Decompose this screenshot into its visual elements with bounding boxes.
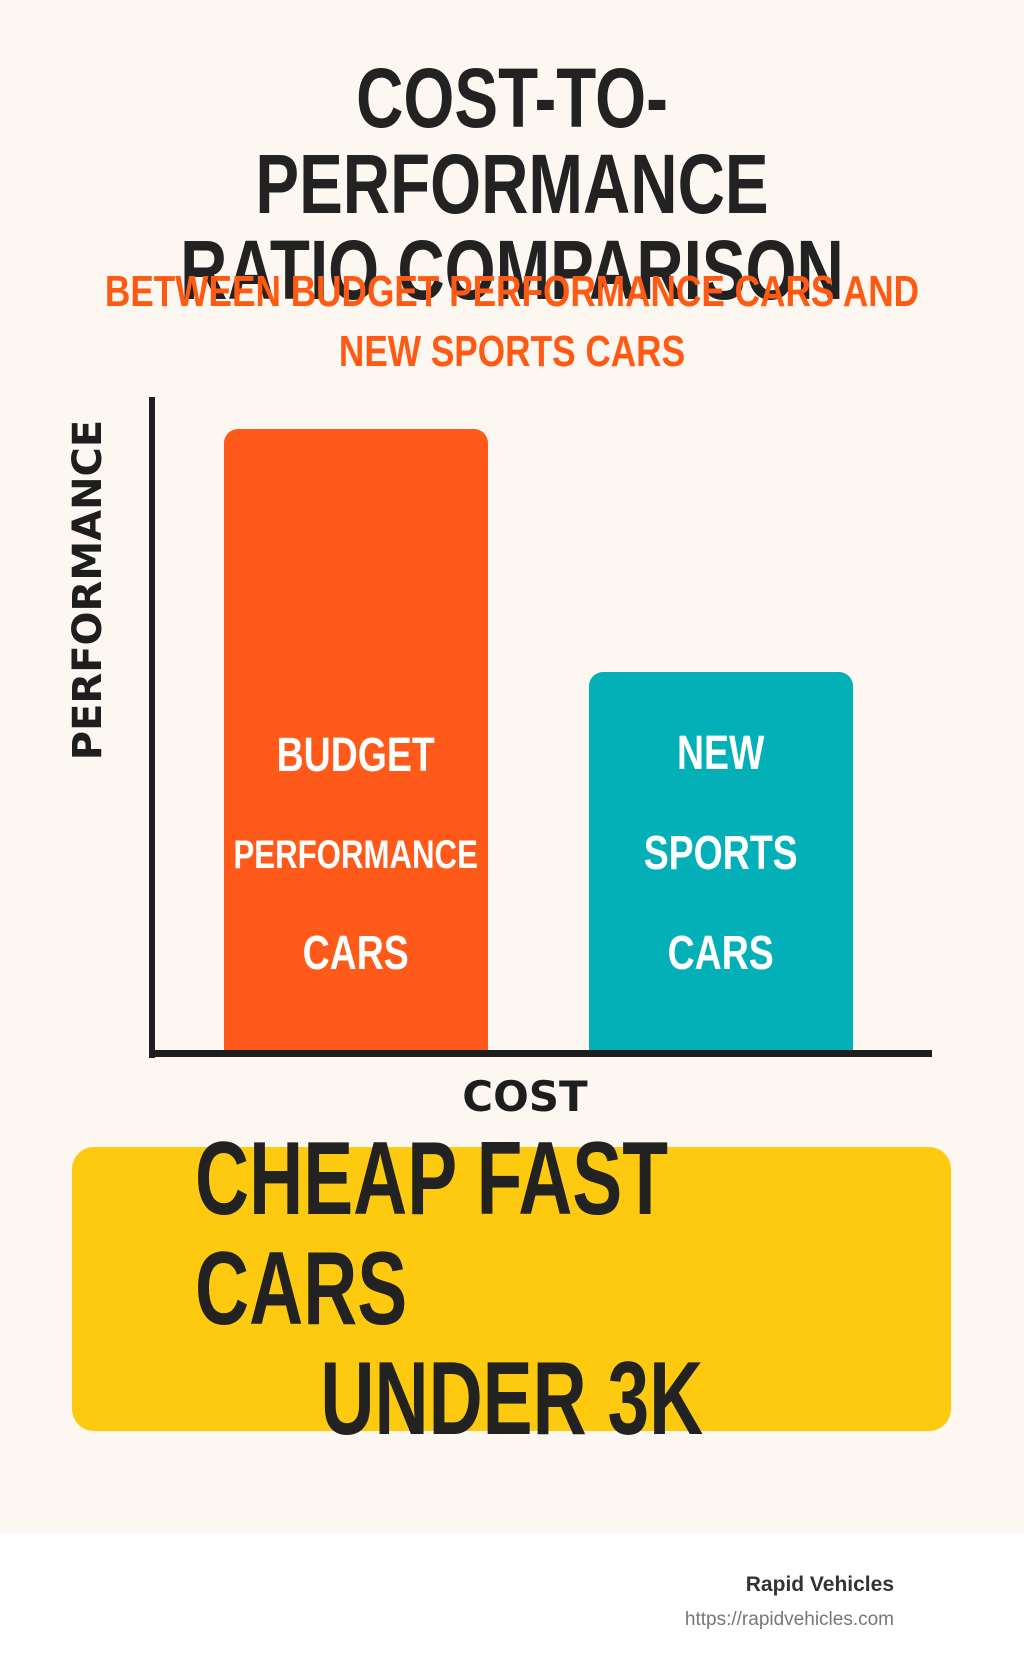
bar-label-line: CARS: [302, 927, 410, 980]
footer: Rapid Vehicles https://rapidvehicles.com: [0, 1533, 1024, 1666]
subtitle-line-2: NEW SPORTS CARS: [338, 327, 686, 376]
x-axis-label: COST: [462, 1072, 588, 1121]
brand-name: Rapid Vehicles: [745, 1573, 894, 1596]
banner-line-1: CHEAP FAST CARS: [195, 1121, 668, 1347]
title-line-2: RATIO COMPARISON: [180, 223, 844, 317]
bar-budget-performance-cars: BUDGET PERFORMANCE CARS: [224, 429, 488, 1051]
chart-subtitle: BETWEEN BUDGET PERFORMANCE CARS AND NEW …: [0, 262, 1024, 382]
y-axis-label: PERFORMANCE: [65, 419, 111, 761]
bar-label-line: CARS: [667, 927, 775, 980]
bar-label: NEW SPORTS CARS: [622, 679, 819, 1029]
bar-label-line: SPORTS: [644, 827, 798, 880]
bar-label-line: NEW: [677, 727, 765, 780]
title-line-1: COST-TO-PERFORMANCE: [255, 51, 769, 231]
bar-label-line: PERFORMANCE: [233, 833, 479, 877]
promo-banner: CHEAP FAST CARS UNDER 3K: [72, 1124, 951, 1454]
banner-line-2: UNDER 3K: [320, 1341, 703, 1457]
bar-new-sports-cars: NEW SPORTS CARS: [589, 672, 853, 1051]
bar-label-line: BUDGET: [276, 729, 436, 782]
y-axis-line: [149, 397, 155, 1058]
bar-label: BUDGET PERFORMANCE CARS: [199, 681, 512, 1029]
x-axis-line: [149, 1050, 932, 1057]
chart-title: COST-TO-PERFORMANCE RATIO COMPARISON: [0, 55, 1024, 313]
site-url[interactable]: https://rapidvehicles.com: [684, 1609, 894, 1630]
subtitle-line-1: BETWEEN BUDGET PERFORMANCE CARS AND: [104, 267, 920, 316]
